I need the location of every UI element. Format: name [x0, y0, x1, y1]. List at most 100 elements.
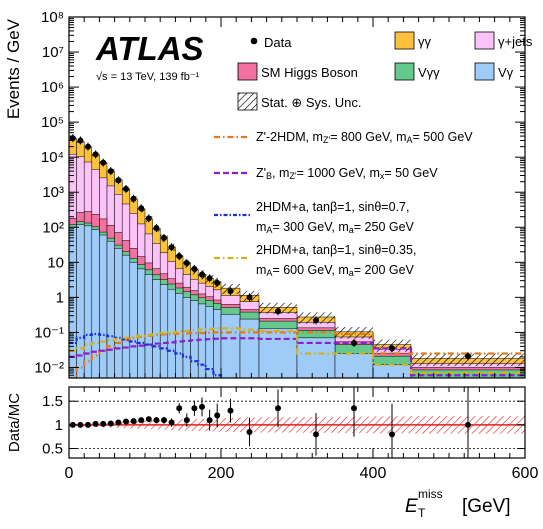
- legend-swatch: [394, 31, 415, 50]
- data-point: [130, 195, 137, 202]
- text-span: Z'-2HDM, m: [256, 130, 323, 144]
- legend-swatch: [474, 31, 495, 50]
- data-point: [206, 275, 213, 282]
- ratio-y-tick-label: 0.5: [42, 441, 63, 458]
- legend-swatch: [394, 62, 415, 81]
- stack-bar: [137, 268, 146, 378]
- stack-bar: [99, 234, 108, 378]
- stack-bar: [121, 254, 131, 378]
- text-span: = 250 GeV: [354, 220, 415, 234]
- data-point: [145, 215, 152, 222]
- stack-bar: [76, 224, 85, 378]
- y-tick-label: 10⁸: [41, 9, 64, 26]
- data-point: [214, 279, 221, 286]
- legend-swatch: [237, 62, 258, 81]
- text-span: m: [256, 220, 266, 234]
- ratio-point: [123, 418, 129, 425]
- legend-label-data: Data: [264, 35, 292, 50]
- stack-bar: [220, 313, 241, 378]
- ratio-point: [153, 417, 160, 424]
- signal-legend-label: Z'-2HDM, mZ'= 800 GeV, mA= 500 GeV: [256, 130, 473, 145]
- ratio-point: [77, 421, 84, 428]
- text-span: A: [266, 225, 272, 235]
- signal-line: [69, 332, 223, 378]
- ratio-y-tick-label: 1.5: [42, 393, 63, 410]
- ratio-point: [92, 420, 99, 427]
- stack-bar: [213, 309, 222, 378]
- energy-lumi-label: √s = 13 TeV, 139 fb⁻¹: [96, 71, 200, 83]
- text-span: = 300 GeV, m: [272, 220, 348, 234]
- main-plot-area: [69, 134, 525, 378]
- stack-bar: [144, 274, 153, 378]
- text-span: x: [380, 171, 385, 181]
- signal-legend-label: mA= 600 GeV, ma= 200 GeV: [256, 263, 415, 278]
- text-span: = 200 GeV: [354, 263, 415, 277]
- y-tick-label: 10⁻²: [34, 359, 64, 376]
- legend-swatch-uncertainty: [237, 92, 258, 111]
- y-tick-label: 10⁻¹: [34, 324, 64, 341]
- y-tick-label: 1: [56, 289, 64, 306]
- stack-bar: [197, 303, 207, 378]
- text-span: = 500 GeV: [413, 130, 474, 144]
- ratio-point: [275, 405, 281, 412]
- ratio-point: [227, 407, 234, 414]
- data-point: [227, 288, 234, 295]
- data-point: [389, 345, 395, 352]
- text-span: a: [349, 268, 354, 278]
- ratio-point: [183, 417, 190, 424]
- x-tick-label: 200: [208, 465, 235, 482]
- text-span: Z': [323, 135, 330, 145]
- data-point: [199, 271, 205, 278]
- data-point: [85, 143, 91, 150]
- signal-line: [69, 327, 525, 374]
- uncertainty-band: [335, 327, 373, 339]
- y-axis-label: Events / GeV: [4, 18, 23, 119]
- data-point: [168, 244, 175, 251]
- stack-bar: [334, 353, 374, 378]
- legend-marker-data: [250, 37, 258, 45]
- x-axis-label-sub: T: [418, 506, 426, 520]
- text-span: = 800 GeV, m: [330, 130, 406, 144]
- data-point: [138, 205, 145, 212]
- y-tick-label: 10⁶: [41, 79, 64, 96]
- y-tick-label: 10⁵: [41, 114, 64, 131]
- ratio-point: [246, 428, 253, 435]
- data-point: [115, 177, 122, 184]
- legend-label: SM Higgs Boson: [261, 65, 358, 80]
- ratio-point: [176, 405, 183, 412]
- data-point: [183, 260, 190, 267]
- data-point: [313, 317, 319, 324]
- legend-label: γγ: [418, 34, 432, 49]
- data-point: [191, 265, 198, 272]
- x-tick-label: 0: [65, 465, 74, 482]
- text-span: A: [407, 135, 413, 145]
- ratio-point: [145, 416, 152, 423]
- x-axis-label-unit: [GeV]: [462, 496, 511, 517]
- ratio-point: [191, 405, 198, 412]
- legend-label-uncertainty: Stat. ⊕ Sys. Unc.: [261, 95, 361, 110]
- data-point: [176, 253, 183, 260]
- stack-bar: [296, 337, 336, 378]
- x-tick-label: 600: [512, 465, 539, 482]
- ratio-point: [199, 403, 205, 410]
- y-tick-label: 10²: [42, 219, 64, 236]
- ratio-point: [313, 431, 319, 438]
- data-point: [275, 308, 281, 315]
- stack-bar: [106, 240, 115, 378]
- signal-legend-label: mA= 300 GeV, ma= 250 GeV: [256, 220, 415, 235]
- ratio-plot-area: [69, 387, 525, 458]
- ratio-point: [206, 417, 213, 424]
- ratio-y-tick-label: 1: [55, 417, 63, 434]
- ratio-point: [115, 419, 122, 426]
- stack-bar: [258, 328, 298, 378]
- text-span: 2HDM+a, tanβ=1, sinθ=0.35,: [256, 243, 416, 257]
- text-span: = 600 GeV, m: [272, 263, 348, 277]
- y-tick-label: 10: [47, 254, 64, 271]
- ratio-point: [161, 417, 167, 424]
- ratio-point: [100, 420, 107, 427]
- ratio-point: [389, 431, 395, 438]
